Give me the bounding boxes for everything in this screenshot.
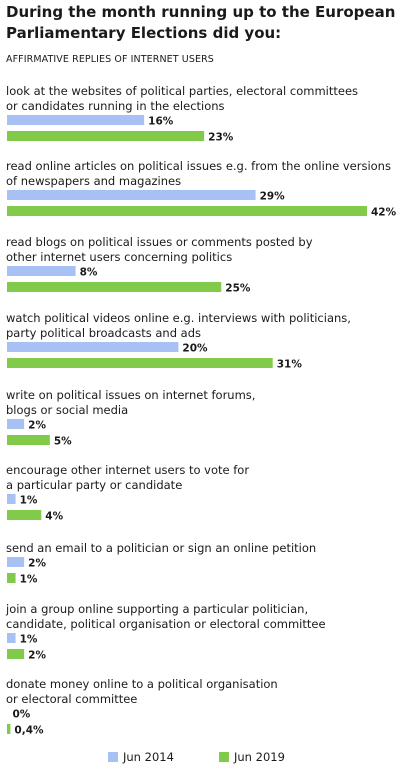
- category-label: watch political videos online e.g. inter…: [6, 311, 351, 340]
- category-label: encourage other internet users to vote f…: [6, 463, 249, 492]
- value-label: 5%: [54, 436, 72, 448]
- category-label: read blogs on political issues or commen…: [6, 235, 313, 264]
- value-label: 20%: [182, 343, 208, 355]
- value-label: 42%: [371, 207, 397, 219]
- bar-jun-2019: [7, 435, 50, 445]
- bar-jun-2019: [7, 282, 222, 292]
- value-label: 23%: [208, 132, 234, 144]
- bar-jun-2014: [7, 419, 25, 429]
- legend-swatch: [108, 752, 118, 762]
- category-label: read online articles on political issues…: [6, 159, 391, 188]
- value-label: 4%: [45, 511, 63, 523]
- bar-jun-2014: [7, 115, 145, 125]
- bar-jun-2014: [7, 342, 179, 352]
- bar-jun-2019: [7, 358, 273, 368]
- bar-jun-2014: [7, 494, 16, 504]
- value-label: 29%: [260, 191, 286, 203]
- chart-title: During the month running up to the Europ…: [6, 3, 396, 42]
- bar-jun-2014: [7, 190, 256, 200]
- value-label: 25%: [225, 283, 251, 295]
- value-label: 8%: [80, 267, 98, 279]
- bar-jun-2019: [7, 649, 25, 659]
- value-label: 1%: [20, 634, 38, 646]
- category-label: write on political issues on internet fo…: [6, 388, 255, 417]
- value-label: 1%: [20, 574, 38, 586]
- bar-jun-2019: [7, 131, 205, 141]
- legend-label: Jun 2014: [122, 750, 174, 764]
- value-label: 2%: [28, 420, 46, 432]
- bar-jun-2014: [7, 633, 16, 643]
- bar-jun-2019: [7, 510, 42, 520]
- bar-jun-2019: [7, 206, 367, 216]
- category-label: look at the websites of political partie…: [6, 84, 358, 113]
- category-label: join a group online supporting a particu…: [5, 602, 326, 631]
- value-label: 1%: [20, 495, 38, 507]
- bar-jun-2019: [7, 573, 16, 583]
- value-label: 31%: [277, 359, 303, 371]
- value-label: 0,4%: [14, 725, 44, 737]
- value-label: 2%: [28, 558, 46, 570]
- legend-swatch: [219, 752, 229, 762]
- value-label: 16%: [148, 116, 174, 128]
- chart-subtitle: AFFIRMATIVE REPLIES OF INTERNET USERS: [6, 54, 214, 65]
- bar-jun-2014: [7, 266, 76, 276]
- category-label: donate money online to a political organ…: [6, 677, 278, 706]
- bar-jun-2019: [7, 724, 11, 734]
- value-label: 2%: [28, 650, 46, 662]
- value-label: 0%: [13, 709, 31, 721]
- bar-jun-2014: [7, 557, 25, 567]
- legend-label: Jun 2019: [233, 750, 285, 764]
- category-label: send an email to a politician or sign an…: [6, 541, 316, 555]
